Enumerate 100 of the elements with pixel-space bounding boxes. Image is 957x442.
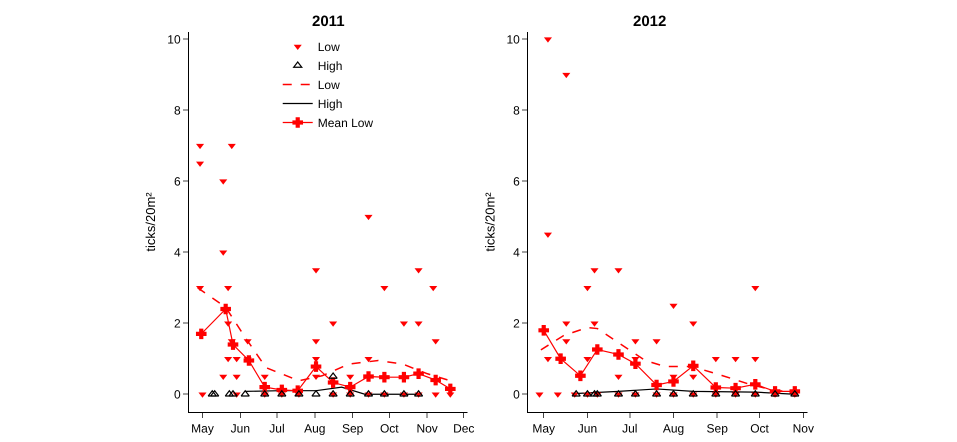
point [429, 286, 438, 292]
point [562, 321, 570, 327]
y-tick-label: 4 [513, 245, 520, 260]
point [210, 390, 220, 397]
x-tick-label: Nov [416, 421, 438, 436]
legend-label: High [318, 59, 342, 74]
point [260, 390, 270, 397]
point [310, 361, 322, 372]
point [751, 286, 760, 292]
point [652, 390, 662, 397]
point [688, 390, 698, 397]
point [730, 390, 740, 397]
point [651, 380, 662, 390]
point [711, 390, 720, 397]
point [750, 390, 760, 397]
point [228, 390, 238, 397]
point [751, 356, 760, 362]
x-tick-label: Sep [342, 421, 364, 436]
x-tick-label: Aug [304, 421, 326, 436]
y-tick-label: 6 [513, 174, 520, 188]
point [220, 304, 231, 314]
point [710, 382, 722, 393]
x-tick-label: May [191, 421, 214, 436]
point [770, 390, 780, 397]
y-tick-label: 8 [513, 103, 520, 118]
point [750, 379, 761, 390]
x-tick-label: Oct [380, 421, 400, 436]
legend-label: Low [318, 40, 340, 54]
point [538, 325, 550, 336]
point [689, 321, 698, 327]
point [196, 328, 207, 340]
point [344, 382, 356, 392]
y-tick-label: 0 [513, 387, 520, 402]
point [583, 286, 592, 292]
x-tick-label: Jun [230, 421, 250, 436]
point [562, 72, 570, 78]
point [328, 372, 338, 379]
x-tick-label: Oct [750, 421, 770, 436]
x-tick-label: Aug [662, 421, 684, 436]
point [380, 286, 388, 292]
x-tick-label: Dec [453, 421, 474, 436]
point [414, 321, 423, 327]
point [294, 390, 304, 397]
y-axis-title: ticks/20m² [143, 192, 158, 252]
x-tick-label: May [532, 421, 556, 436]
legend-label: High [318, 97, 342, 112]
point [572, 390, 581, 397]
x-tick-label: Jun [578, 421, 598, 436]
y-tick-label: 2 [174, 316, 181, 330]
point [613, 349, 624, 360]
point [399, 390, 409, 397]
x-tick-label: Sep [706, 421, 728, 436]
point [732, 356, 740, 362]
point [555, 353, 566, 364]
point [592, 344, 603, 355]
y-tick-label: 8 [174, 103, 181, 118]
point [688, 360, 699, 372]
point [790, 390, 800, 397]
point [363, 371, 374, 382]
x-tick-label: Jul [622, 421, 638, 436]
point [712, 356, 720, 362]
point [364, 390, 374, 397]
point [208, 390, 217, 397]
point [575, 370, 586, 382]
point [583, 356, 592, 362]
point [379, 372, 390, 382]
point [240, 390, 250, 397]
point [630, 390, 640, 397]
point [219, 250, 228, 256]
point [224, 286, 232, 292]
point [380, 390, 390, 397]
point [398, 372, 410, 382]
x-tick-label: Jul [269, 421, 285, 436]
y-tick-label: 4 [174, 245, 181, 260]
point [432, 392, 440, 398]
point [328, 390, 338, 397]
point [228, 144, 236, 150]
point [590, 390, 600, 397]
legend-label: Low [318, 78, 340, 92]
point [346, 390, 355, 397]
point [219, 179, 228, 185]
point [544, 37, 552, 43]
point [446, 392, 454, 398]
chart-title: 2012 [633, 13, 666, 30]
point [668, 390, 678, 397]
point [554, 392, 562, 398]
point [413, 368, 424, 379]
point [224, 390, 234, 397]
point [544, 356, 552, 362]
point [311, 390, 321, 397]
y-tick-label: 10 [167, 32, 181, 46]
point [232, 356, 241, 362]
point [277, 390, 286, 397]
point [224, 321, 232, 327]
y-tick-label: 10 [506, 32, 520, 46]
y-tick-label: 6 [174, 174, 181, 188]
point [196, 144, 204, 150]
point [592, 390, 602, 397]
point [582, 390, 592, 397]
y-tick-label: 0 [174, 387, 181, 402]
